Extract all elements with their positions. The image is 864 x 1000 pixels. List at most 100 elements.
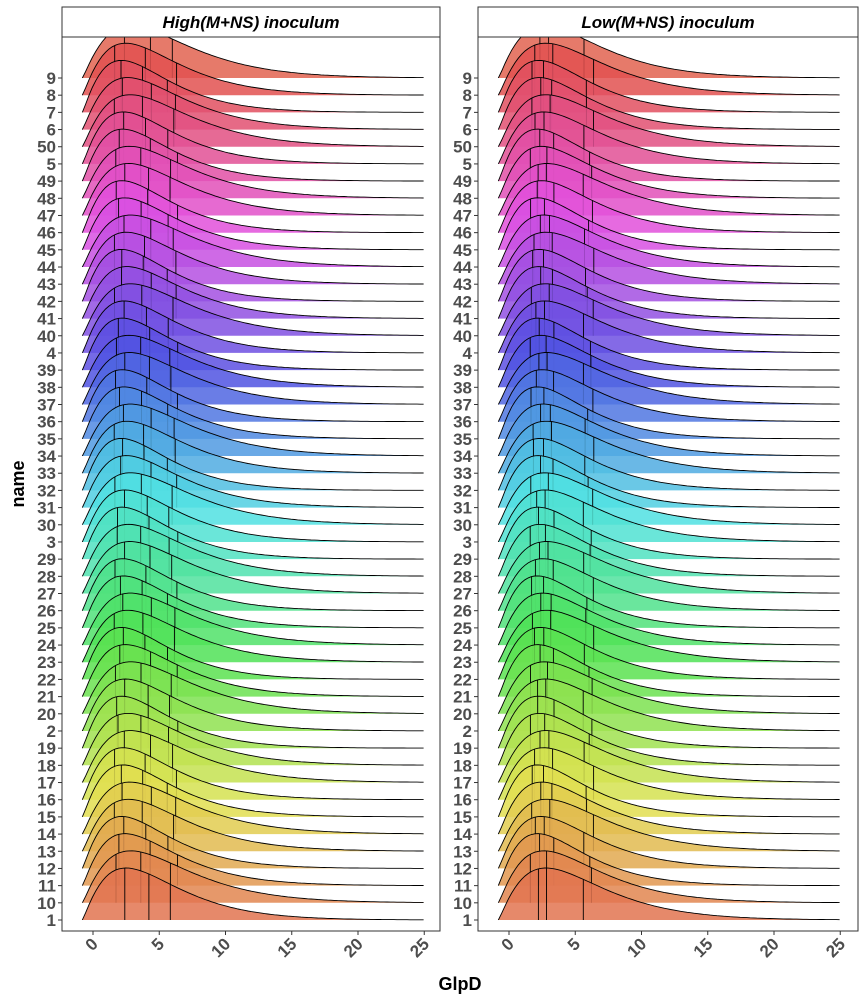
ridge-31-line [81,455,424,508]
ridge-43-line [81,231,424,285]
y-tick-label: 17 [37,774,56,793]
y-tick-label: 11 [454,877,472,896]
y-tick-label: 21 [453,688,472,707]
ridge-39-line [81,317,424,371]
ridge-38-line [497,334,840,388]
y-tick-label: 35 [453,430,472,449]
ridge-12-line [497,816,840,869]
ridge-42-line [497,248,840,302]
y-tick-label: 50 [453,138,472,157]
ridge-18-line [81,712,424,766]
y-tick-label: 28 [453,567,472,586]
y-tick-label: 40 [37,327,56,346]
x-tick-label: 0 [498,934,518,954]
y-tick-label: 16 [453,791,472,810]
x-tick-label: 20 [340,934,367,961]
y-tick-label: 42 [37,292,56,311]
ridge-3-line [81,489,424,543]
ridge-24-line [497,592,840,646]
panel-low-border [477,36,859,932]
panel-high: High(M+NS) inoculum [61,6,441,932]
y-tick-label: 29 [453,550,472,569]
y-tick-label: 3 [47,533,56,552]
y-tick-label: 23 [453,653,472,672]
ridge-11-line [497,833,840,887]
ridge-22-line [497,626,840,680]
y-tick-label: 25 [37,619,56,638]
y-tick-label: 50 [37,138,56,157]
y-tick-label: 30 [37,516,56,535]
x-tick-label: 10 [208,934,235,961]
x-tick-label: 25 [822,934,849,961]
y-tick-label: 19 [453,739,472,758]
ridge-13-line [497,798,840,852]
y-tick-label: 45 [37,241,56,260]
y-tick-label: 12 [453,859,472,878]
y-tick-label: 43 [453,275,472,294]
ridge-4-line [81,300,424,354]
x-tick-label: 10 [624,934,651,961]
ridge-48-line [81,145,424,199]
y-tick-label: 33 [37,464,56,483]
ridge-19-line [81,695,424,749]
y-tick-label: 13 [37,842,56,861]
ridge-38-line [81,334,424,388]
y-tick-label: 8 [47,86,56,105]
ridge-21-line [497,644,840,697]
y-tick-label: 41 [453,310,472,329]
ridge-15-line [497,764,840,818]
panel-low-ridges [497,37,840,921]
panel-high-strip [61,6,441,38]
ridge-29-line [497,506,840,560]
ridge-9-line [81,37,424,79]
ridge-3-line [497,489,840,543]
y-tick-label: 39 [453,361,472,380]
ridge-25-line [81,575,424,629]
y-tick-label: 37 [453,395,472,414]
panel-low-strip [477,6,859,38]
y-tick-label: 47 [453,206,472,225]
y-tick-label: 18 [453,756,472,775]
x-tick-label: 15 [274,934,301,961]
ridge-28-line [81,523,424,577]
ridge-31-line [497,455,840,508]
y-tick-label: 11 [38,877,56,896]
ridge-46-line [81,180,424,234]
ridge-23-line [81,609,424,663]
y-tick-label: 44 [453,258,472,277]
y-tick-label: 48 [37,189,56,208]
ridge-6-line [81,77,424,130]
ridge-49-line [81,128,424,182]
y-tick-label: 36 [453,413,472,432]
ridge-30-line [497,472,840,525]
y-tick-label: 7 [47,103,56,122]
ridge-37-line [81,352,424,405]
y-tick-label: 10 [453,894,472,913]
x-tick-label: 0 [82,934,102,954]
ridge-17-line [81,730,424,783]
ridge-22-line [81,626,424,680]
y-tick-label: 31 [37,499,56,518]
y-tick-label: 14 [37,825,56,844]
ridge-32-line [81,437,424,491]
y-tick-label: 33 [453,464,472,483]
ridge-45-line [497,197,840,251]
y-tick-label: 4 [47,344,57,363]
x-tick-label: 5 [564,934,584,954]
ridge-14-line [497,781,840,835]
ridge-8-line [81,42,424,96]
ridge-41-line [81,266,424,319]
y-tick-label: 29 [37,550,56,569]
y-tick-label: 48 [453,189,472,208]
y-tick-label: 38 [453,378,472,397]
y-tick-label: 15 [453,808,472,827]
x-tick-label: 25 [406,934,433,961]
ridge-4-line [497,300,840,354]
y-tick-label: 26 [453,602,472,621]
x-tick-label: 15 [690,934,717,961]
ridge-17-line [497,730,840,783]
y-tick-label: 45 [453,241,472,260]
y-tick-label: 24 [453,636,472,655]
y-tick-label: 21 [37,688,56,707]
